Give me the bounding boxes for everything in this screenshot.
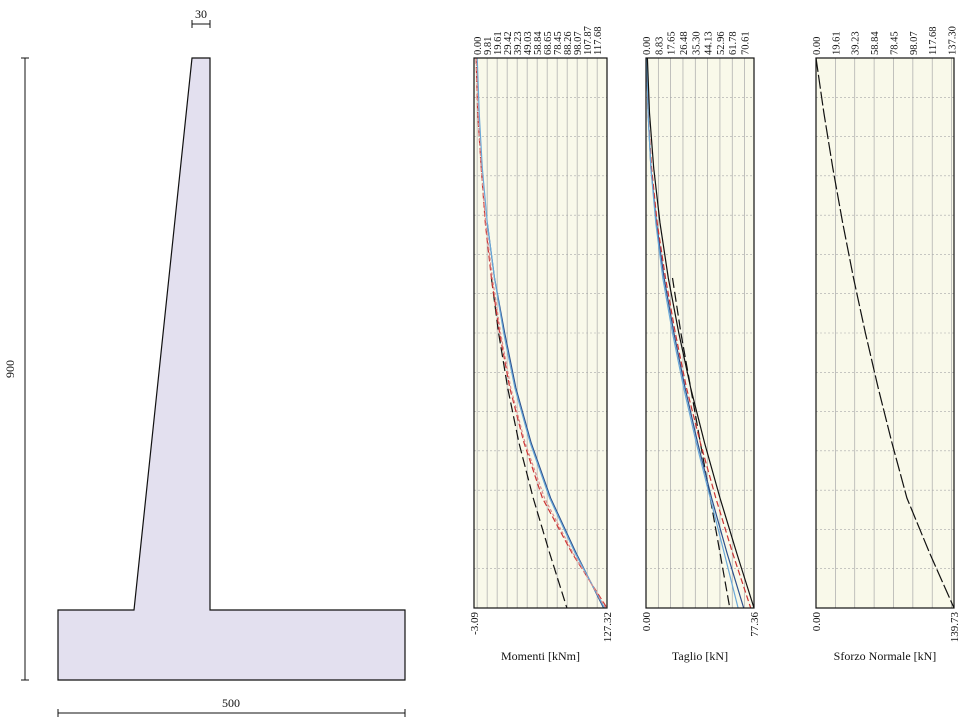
taglio-series-5 (646, 57, 755, 609)
taglio-tick-label: 0.00 (642, 37, 653, 55)
top-width-dimension (191, 20, 211, 28)
taglio-axis-max-label: 77.36 (749, 612, 761, 637)
sforzo-normale-axis-min-label: 0.00 (811, 612, 823, 632)
momenti-series-4 (476, 57, 606, 609)
top-width-label: 30 (195, 7, 207, 21)
sforzo-normale-grid (816, 58, 954, 608)
sforzo-normale-series-1 (815, 57, 955, 609)
sforzo-normale-tick-label: 19.61 (831, 31, 842, 55)
momenti-series-5 (475, 57, 607, 609)
sforzo-normale-frame (815, 57, 955, 609)
momenti-tick-label: 117.68 (593, 27, 604, 56)
momenti-tick-label: 78.45 (553, 31, 564, 55)
sforzo-normale-axis-max-label: 139.73 (949, 612, 961, 643)
sforzo-normale-tick-label: 98.07 (909, 31, 920, 55)
momenti-tick-label: 58.84 (533, 31, 544, 55)
taglio-frame (645, 57, 755, 609)
taglio-tick-label: 26.48 (679, 31, 690, 55)
base-width-label: 500 (222, 696, 240, 710)
momenti-axis-min-label: -3.09 (469, 612, 481, 635)
sforzo-normale-tick-label: 78.45 (889, 31, 900, 55)
taglio-tick-label: 52.96 (716, 31, 727, 55)
momenti-tick-label: 9.81 (483, 37, 494, 55)
sforzo-normale-tick-label: 0.00 (812, 37, 823, 55)
taglio-tick-label: 8.83 (654, 37, 665, 55)
momenti-tick-label: 88.26 (563, 31, 574, 55)
momenti-tick-label: 29.42 (503, 31, 514, 55)
momenti-frame (473, 57, 608, 609)
wall-section-shape (57, 57, 406, 681)
taglio-axis-title: Taglio [kN] (672, 649, 728, 663)
height-label: 900 (3, 360, 17, 378)
momenti-tick-label: 0.00 (473, 37, 484, 55)
momenti-grid (474, 58, 607, 608)
momenti-axis-title: Momenti [kNm] (501, 649, 580, 663)
taglio-tick-label: 61.78 (728, 31, 739, 55)
momenti-tick-label: 49.03 (523, 31, 534, 55)
retaining-wall-section: 30 900 500 (3, 7, 406, 717)
taglio-axis-min-label: 0.00 (641, 612, 653, 632)
height-dimension (21, 57, 29, 681)
momenti-tick-label: 39.23 (513, 31, 524, 55)
momenti-series-1 (490, 277, 568, 609)
axial-force-chart: 0.00 19.61 39.23 58.84 78.45 98.07 117.68 137.3… (811, 26, 961, 663)
taglio-tick-label: 17.65 (667, 31, 678, 55)
taglio-series-4 (646, 57, 739, 609)
taglio-tick-label: 44.13 (704, 31, 715, 55)
sforzo-normale-tick-label: 58.84 (870, 31, 881, 55)
momenti-tick-label: 19.61 (493, 31, 504, 55)
taglio-tick-label: 70.61 (741, 31, 752, 55)
momenti-tick-label: 107.87 (583, 26, 594, 55)
sforzo-normale-axis-title: Sforzo Normale [kN] (834, 649, 937, 663)
sforzo-normale-tick-label: 39.23 (851, 31, 862, 55)
shear-chart: 0.00 8.83 17.65 26.48 35.30 44.13 52.96 61.78 70… (641, 31, 761, 663)
sforzo-normale-tick-label: 117.68 (928, 27, 939, 56)
base-width-dimension (57, 709, 406, 717)
momenti-axis-max-label: 127.32 (602, 612, 614, 642)
momenti-tick-label: 98.07 (573, 31, 584, 55)
taglio-grid (646, 58, 754, 608)
taglio-tick-label: 35.30 (691, 31, 702, 55)
sforzo-normale-tick-label: 137.30 (948, 26, 959, 55)
momenti-plot-area (474, 58, 607, 608)
momenti-tick-label: 68.65 (543, 31, 554, 55)
